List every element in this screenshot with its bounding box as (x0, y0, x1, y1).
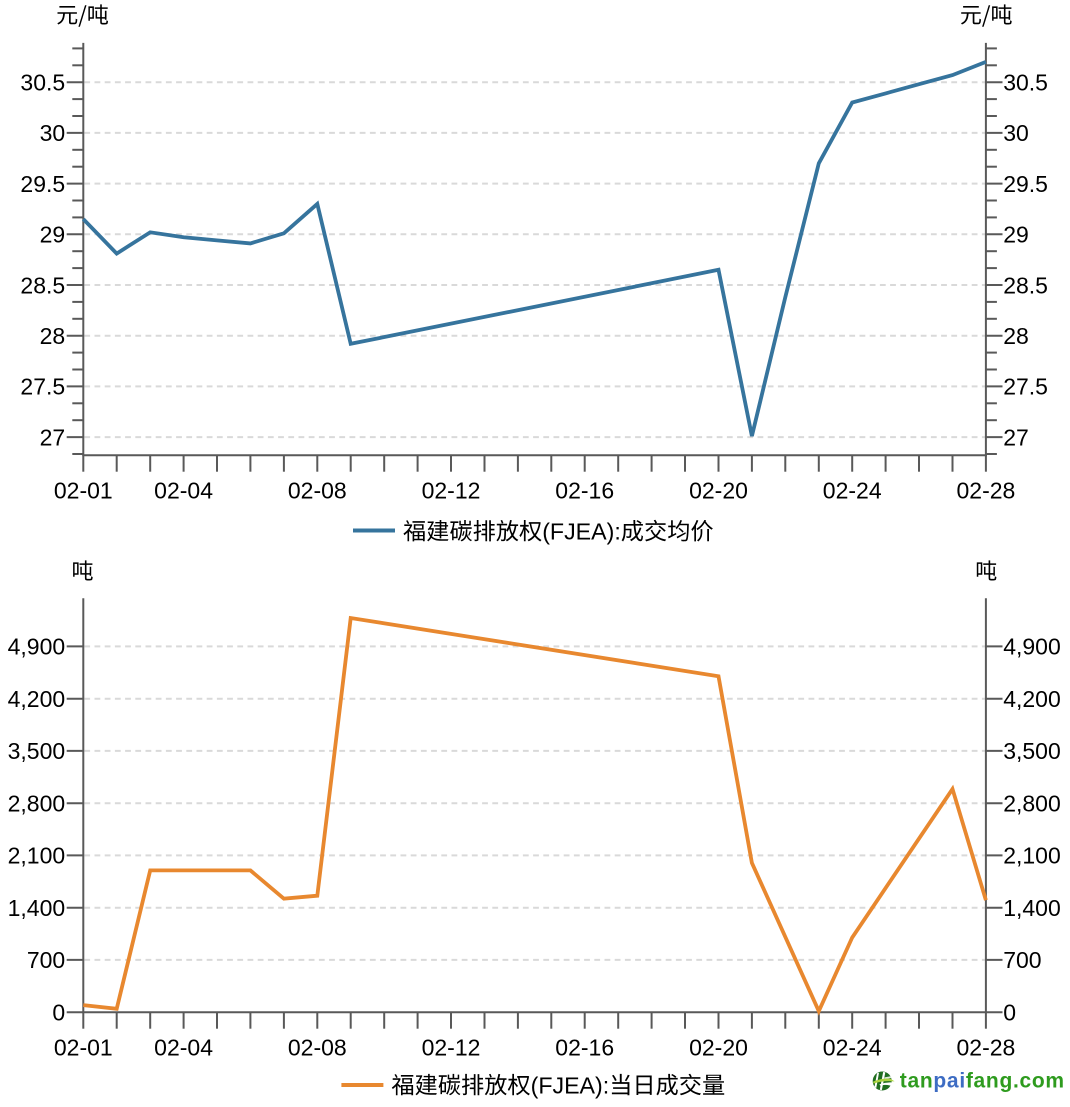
svg-text:4,900: 4,900 (8, 634, 66, 660)
svg-text:02-12: 02-12 (422, 1035, 481, 1061)
svg-text:02-04: 02-04 (154, 478, 213, 504)
svg-text:2,100: 2,100 (8, 843, 66, 869)
svg-text:30.5: 30.5 (1003, 70, 1048, 96)
svg-text:4,200: 4,200 (1003, 686, 1061, 712)
svg-text:29.5: 29.5 (20, 171, 65, 197)
svg-text:02-16: 02-16 (555, 1035, 614, 1061)
svg-text:2,800: 2,800 (1003, 791, 1061, 817)
svg-text:28: 28 (1003, 323, 1029, 349)
svg-text:(FJEA):: (FJEA): (542, 519, 621, 545)
svg-text:4,200: 4,200 (8, 686, 66, 712)
svg-text:3,500: 3,500 (8, 738, 66, 764)
svg-text:02-28: 02-28 (956, 478, 1015, 504)
svg-text:28.5: 28.5 (1003, 272, 1048, 298)
svg-text:02-01: 02-01 (54, 478, 113, 504)
svg-text:28: 28 (40, 323, 66, 349)
svg-text:27: 27 (1003, 424, 1029, 450)
svg-text:02-16: 02-16 (555, 478, 614, 504)
svg-text:29: 29 (1003, 222, 1029, 248)
svg-text:02-24: 02-24 (823, 478, 882, 504)
svg-text:02-24: 02-24 (823, 1035, 882, 1061)
svg-text:1,400: 1,400 (8, 895, 66, 921)
svg-text:30: 30 (40, 120, 66, 146)
svg-text:02-20: 02-20 (689, 1035, 748, 1061)
svg-text:700: 700 (1003, 947, 1041, 973)
svg-text:1,400: 1,400 (1003, 895, 1061, 921)
svg-text:3,500: 3,500 (1003, 738, 1061, 764)
svg-text:2,800: 2,800 (8, 791, 66, 817)
svg-text:700: 700 (27, 947, 65, 973)
svg-text:(FJEA):: (FJEA): (531, 1072, 610, 1098)
svg-text:29.5: 29.5 (1003, 171, 1048, 197)
svg-text:29: 29 (40, 222, 66, 248)
svg-text:27: 27 (40, 424, 66, 450)
svg-text:30: 30 (1003, 120, 1029, 146)
svg-text:02-08: 02-08 (288, 1035, 347, 1061)
svg-text:02-20: 02-20 (689, 478, 748, 504)
svg-text:02-08: 02-08 (288, 478, 347, 504)
svg-text:02-12: 02-12 (422, 478, 481, 504)
svg-text:02-01: 02-01 (54, 1035, 113, 1061)
svg-text:30.5: 30.5 (20, 70, 65, 96)
svg-text:02-28: 02-28 (956, 1035, 1015, 1061)
svg-text:2,100: 2,100 (1003, 843, 1061, 869)
svg-text:0: 0 (52, 1000, 65, 1026)
svg-text:28.5: 28.5 (20, 272, 65, 298)
svg-text:27.5: 27.5 (1003, 374, 1048, 400)
svg-text:0: 0 (1003, 1000, 1016, 1026)
svg-text:4,900: 4,900 (1003, 634, 1061, 660)
svg-text:tanpaifang.com: tanpaifang.com (900, 1070, 1065, 1093)
svg-text:02-04: 02-04 (154, 1035, 213, 1061)
svg-text:27.5: 27.5 (20, 374, 65, 400)
